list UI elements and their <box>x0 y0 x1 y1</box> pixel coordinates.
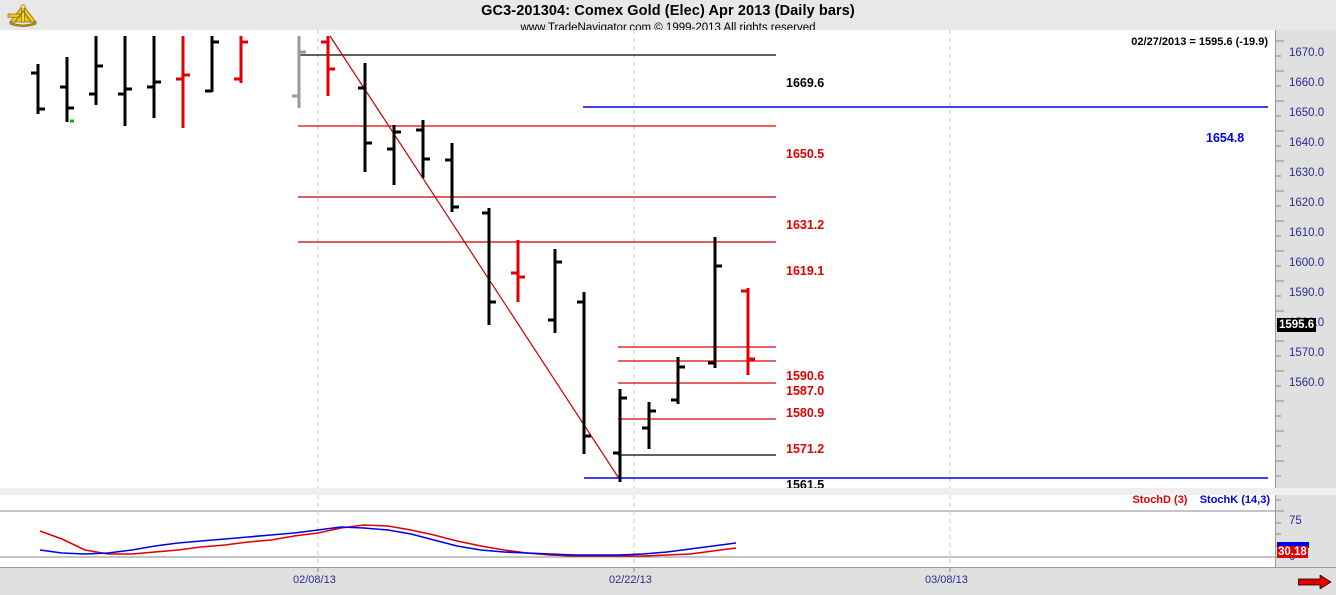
stoch-reference-lines <box>0 510 1275 558</box>
price-tick-1600: 1600.0 <box>1289 257 1325 269</box>
downtrend-line <box>329 35 621 481</box>
stochastic-canvas[interactable] <box>0 495 1275 567</box>
date-axis[interactable]: 02/08/13 02/22/13 03/08/13 <box>0 567 1336 595</box>
price-chart-pane[interactable]: 1669.6 1654.8 1650.5 1631.2 1619.1 1590.… <box>0 30 1276 524</box>
stoch-k-legend: StochK (14,3) <box>1199 494 1270 506</box>
stochastic-legend: StochD (3) StochK (14,3) <box>1132 494 1270 506</box>
price-tick-1630: 1630.0 <box>1289 167 1325 179</box>
page-title: GC3-201304: Comex Gold (Elec) Apr 2013 (… <box>481 3 855 19</box>
date-tick-0222: 02/22/13 <box>609 574 652 586</box>
price-level-label-1587-0: 1587.0 <box>786 384 825 398</box>
current-price-marker: 1595.6 <box>1277 318 1317 332</box>
right-arrow-icon[interactable] <box>1298 575 1332 589</box>
ohlc-bar <box>176 36 755 375</box>
sextant-logo-icon <box>7 4 37 27</box>
price-level-label-1654-8: 1654.8 <box>1206 131 1245 145</box>
stochastic-pane[interactable] <box>0 495 1276 568</box>
date-tick-0208: 02/08/13 <box>293 574 336 586</box>
date-axis-ticks <box>317 568 951 572</box>
price-level-label-1619-1: 1619.1 <box>786 264 825 278</box>
price-tick-1640: 1640.0 <box>1289 137 1325 149</box>
price-tick-1660: 1660.0 <box>1289 77 1325 89</box>
price-level-label-1571-2: 1571.2 <box>786 442 825 456</box>
price-level-label-1580-9: 1580.9 <box>786 406 825 420</box>
chart-header: GC3-201304: Comex Gold (Elec) Apr 2013 (… <box>0 0 1336 34</box>
date-tick-0308: 03/08/13 <box>925 574 968 586</box>
price-tick-1620: 1620.0 <box>1289 197 1325 209</box>
ohlc-bar <box>292 36 306 108</box>
price-tick-1650: 1650.0 <box>1289 107 1325 119</box>
price-level-label-1590-6: 1590.6 <box>786 369 825 383</box>
ohlc-bars <box>31 36 755 482</box>
stoch-tick-75: 75 <box>1289 515 1302 527</box>
price-level-label-1631-2: 1631.2 <box>786 218 825 232</box>
stoch-k-value-marker <box>1277 542 1309 548</box>
ohlc-bar <box>31 36 722 482</box>
price-level-label-1650-5: 1650.5 <box>786 147 825 161</box>
price-tick-1610: 1610.0 <box>1289 227 1325 239</box>
price-axis[interactable]: 1670.0 1660.0 1650.0 1640.0 1630.0 1620.… <box>1275 30 1336 488</box>
price-axis-ticks <box>1276 40 1284 477</box>
stoch-d-value-marker: 30.18 <box>1277 546 1308 558</box>
price-tick-1570: 1570.0 <box>1289 347 1325 359</box>
stoch-k-line <box>39 526 737 556</box>
price-tick-1670: 1670.0 <box>1289 47 1325 59</box>
price-level-lines <box>298 54 1268 479</box>
price-tick-1590: 1590.0 <box>1289 287 1325 299</box>
quote-readout: 02/27/2013 = 1595.6 (-19.9) <box>1131 36 1268 48</box>
price-tick-1560: 1560.0 <box>1289 377 1325 389</box>
stoch-d-legend: StochD (3) <box>1132 494 1188 506</box>
price-chart-canvas[interactable] <box>0 30 1275 488</box>
stoch-d-line <box>39 524 737 557</box>
price-level-label-1669-6: 1669.6 <box>786 76 825 90</box>
